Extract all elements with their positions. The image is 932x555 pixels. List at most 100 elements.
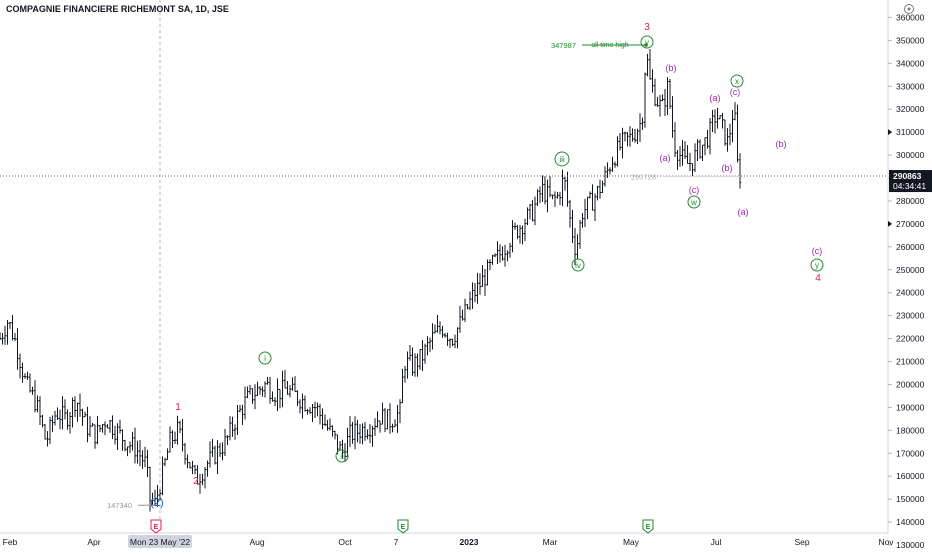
price-axis-settings-icon[interactable] [904, 4, 914, 14]
ohlc-bar [723, 119, 727, 146]
wave-label-text: w [690, 198, 697, 207]
ohlc-bar [28, 373, 32, 393]
ohlc-bar [541, 175, 544, 202]
ohlc-bar [253, 384, 257, 410]
wave-label-circled: iv [571, 258, 585, 272]
ohlc-bar [666, 77, 669, 115]
ohlc-bar [568, 199, 572, 228]
wave-label-circled: v [640, 35, 654, 49]
ohlc-bar [501, 246, 504, 261]
earnings-marker-icon[interactable]: E [397, 519, 409, 534]
wave-label: 2 [193, 476, 199, 487]
ohlc-bars [0, 49, 742, 512]
ohlc-bar [653, 78, 657, 107]
y-tick-label: 310000 [896, 127, 925, 137]
ohlc-bar [688, 152, 692, 172]
ohlc-bar [193, 464, 197, 475]
ohlc-bar [441, 325, 444, 338]
ohlc-bar [678, 146, 682, 167]
ohlc-bar [643, 72, 647, 128]
axis-marker-icon [888, 129, 892, 136]
ohlc-bar [483, 268, 487, 296]
ohlc-bar [61, 396, 64, 430]
ohlc-bar [361, 423, 364, 445]
ohlc-bar [716, 107, 719, 129]
ohlc-bar [588, 191, 592, 199]
ohlc-bar [256, 381, 259, 397]
ohlc-bar [551, 194, 554, 200]
ohlc-bar [363, 422, 367, 441]
ohlc-bar [518, 225, 522, 244]
ohlc-bar [243, 386, 247, 420]
ohlc-bar [633, 129, 637, 143]
x-tick-label: May [623, 537, 640, 547]
ohlc-bar [91, 422, 94, 427]
y-tick-label: 330000 [896, 81, 925, 91]
ohlc-bar [613, 161, 617, 168]
ohlc-bar [216, 440, 219, 475]
time-axis[interactable]: Feb Apr Mon 23 May '22 Aug Oct 7 2023 Mar May Jul… [3, 535, 895, 548]
ohlc-bar [336, 434, 339, 455]
ohlc-bar [108, 419, 112, 433]
ohlc-bar [371, 425, 374, 447]
ohlc-bar [286, 380, 289, 395]
ohlc-bar [498, 244, 502, 263]
ohlc-bar [508, 242, 512, 258]
ohlc-bar [63, 399, 67, 420]
ohlc-bar [311, 404, 314, 422]
ohlc-bar [713, 109, 717, 134]
earnings-marker-icon[interactable]: E [642, 519, 654, 534]
ohlc-bar [198, 473, 202, 494]
ohlc-bar [581, 213, 584, 228]
ohlc-bar [638, 113, 642, 143]
ohlc-bar [233, 424, 237, 440]
ohlc-bar [693, 143, 697, 172]
ohlc-bar [386, 409, 389, 430]
x-tick-label: Oct [338, 537, 352, 547]
ohlc-bar [208, 441, 212, 468]
ohlc-bar [686, 145, 689, 164]
ohlc-bar [21, 362, 24, 383]
ohlc-bar [316, 402, 319, 417]
ohlc-bar [398, 399, 402, 424]
earnings-marker-icon[interactable]: E [150, 519, 162, 534]
last-price-label: 290863 [893, 171, 922, 181]
ohlc-bar [703, 137, 707, 156]
ohlc-bar [143, 446, 147, 468]
ohlc-bar [731, 110, 734, 143]
ohlc-bar [608, 167, 612, 175]
ohlc-bar [296, 390, 299, 406]
ohlc-bar [123, 439, 127, 452]
ohlc-bar [133, 427, 137, 464]
ohlc-bar [378, 420, 382, 433]
y-tick-label: 160000 [896, 471, 925, 481]
ohlc-bar [733, 102, 737, 121]
ohlc-bar [728, 123, 732, 146]
ohlc-bar [226, 435, 229, 446]
ohlc-bar [448, 338, 452, 349]
ohlc-bar [496, 241, 499, 265]
ohlc-bar [593, 193, 597, 222]
ohlc-bar [401, 368, 404, 404]
ohlc-bar [173, 431, 177, 444]
x-tick-label: Mar [543, 537, 558, 547]
ohlc-bar [738, 153, 742, 189]
ohlc-bar [156, 484, 159, 507]
wave-label: (a) [710, 93, 721, 103]
price-axis[interactable]: 130000 140000 150000 160000 170000 180000 1900… [888, 12, 932, 550]
ohlc-bar [473, 282, 477, 303]
ohlc-bar [126, 446, 129, 457]
ohlc-bar [11, 315, 14, 341]
ohlc-bar [536, 189, 539, 207]
ohlc-bar [153, 489, 157, 507]
y-tick-label: 220000 [896, 334, 925, 344]
ohlc-bar [86, 406, 89, 443]
ohlc-bar [636, 128, 639, 144]
y-tick-label: 260000 [896, 242, 925, 252]
ohlc-bar [96, 416, 99, 445]
ohlc-bar [573, 228, 577, 265]
ohlc-bar [18, 353, 22, 379]
ohlc-bar [736, 104, 739, 163]
ohlc-bar [278, 388, 282, 409]
